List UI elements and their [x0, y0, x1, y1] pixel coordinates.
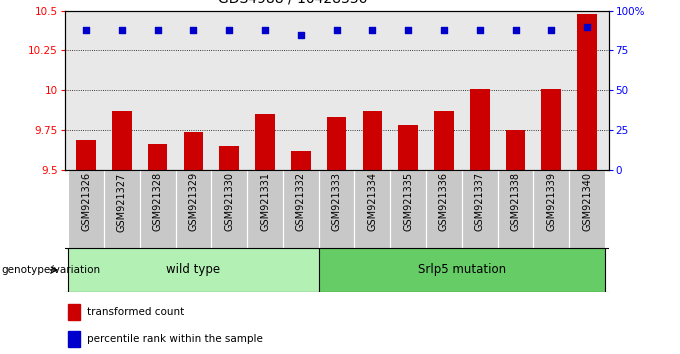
Point [510, 27, 521, 33]
Text: GSM921326: GSM921326 [81, 172, 91, 232]
Bar [247, 170, 283, 248]
Point [295, 32, 306, 38]
Point [81, 27, 92, 33]
Bar [140, 170, 175, 248]
Bar [506, 130, 526, 170]
Bar [533, 170, 569, 248]
Point [224, 27, 235, 33]
Text: GSM921335: GSM921335 [403, 172, 413, 232]
Bar [211, 170, 247, 248]
Bar [175, 170, 211, 248]
Text: genotype/variation: genotype/variation [1, 265, 101, 275]
Text: GSM921339: GSM921339 [546, 172, 556, 231]
Text: GSM921332: GSM921332 [296, 172, 306, 232]
Text: GSM921334: GSM921334 [367, 172, 377, 231]
Bar [291, 151, 311, 170]
Bar [462, 170, 498, 248]
Text: transformed count: transformed count [87, 307, 184, 317]
Point [116, 27, 127, 33]
Bar [283, 170, 319, 248]
Text: GSM921333: GSM921333 [332, 172, 341, 231]
Text: Srlp5 mutation: Srlp5 mutation [418, 263, 506, 276]
Text: GSM921331: GSM921331 [260, 172, 270, 231]
Text: GSM921336: GSM921336 [439, 172, 449, 231]
Bar [362, 111, 382, 170]
Bar [569, 170, 605, 248]
Bar [498, 170, 533, 248]
Text: GSM921329: GSM921329 [188, 172, 199, 232]
Text: GSM921328: GSM921328 [152, 172, 163, 232]
Bar [577, 14, 597, 170]
Bar [470, 89, 490, 170]
Bar [148, 144, 167, 170]
Text: GSM921330: GSM921330 [224, 172, 234, 231]
Point [367, 27, 378, 33]
Bar [220, 146, 239, 170]
Bar [68, 304, 80, 320]
Text: GDS4988 / 10428336: GDS4988 / 10428336 [218, 0, 368, 5]
Bar [390, 170, 426, 248]
Bar [354, 170, 390, 248]
Bar [426, 170, 462, 248]
Bar [68, 248, 319, 292]
Point [403, 27, 413, 33]
Point [152, 27, 163, 33]
Point [475, 27, 486, 33]
Point [331, 27, 342, 33]
Text: GSM921327: GSM921327 [117, 172, 127, 232]
Text: GSM921337: GSM921337 [475, 172, 485, 232]
Bar [319, 170, 354, 248]
Bar [255, 114, 275, 170]
Text: wild type: wild type [167, 263, 220, 276]
Bar [398, 125, 418, 170]
Bar [541, 89, 561, 170]
Bar [68, 331, 80, 347]
Bar [184, 132, 203, 170]
Text: GSM921338: GSM921338 [511, 172, 521, 231]
Bar [327, 118, 346, 170]
Bar [434, 111, 454, 170]
Point [546, 27, 557, 33]
Bar [76, 140, 96, 170]
Bar [104, 170, 140, 248]
Point [439, 27, 449, 33]
Bar [112, 111, 132, 170]
Point [581, 24, 592, 29]
Point [188, 27, 199, 33]
Bar [68, 170, 104, 248]
Bar [319, 248, 605, 292]
Text: GSM921340: GSM921340 [582, 172, 592, 231]
Text: percentile rank within the sample: percentile rank within the sample [87, 334, 263, 344]
Point [260, 27, 271, 33]
